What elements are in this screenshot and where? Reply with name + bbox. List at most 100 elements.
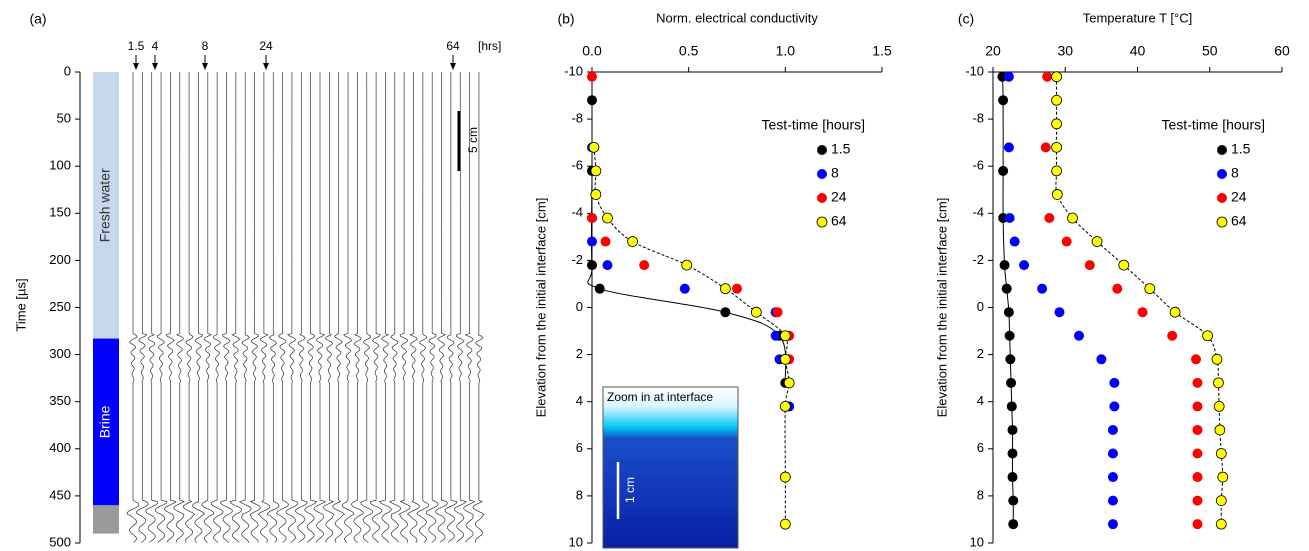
y-tick-label: 250	[49, 299, 71, 314]
y-tick-label: -4	[972, 205, 984, 220]
time-marker-label: 4	[152, 39, 159, 53]
data-point	[587, 95, 597, 106]
data-point	[1006, 377, 1017, 388]
trace	[398, 71, 411, 543]
data-point	[1040, 142, 1051, 153]
data-point	[1109, 377, 1120, 388]
legend-label: 64	[1231, 213, 1247, 229]
y-tick-label: 2	[576, 346, 583, 361]
data-point	[1213, 401, 1225, 412]
y-tick-label: -10	[564, 63, 583, 78]
data-point	[1202, 330, 1213, 342]
data-point	[627, 236, 638, 247]
legend-marker	[1216, 216, 1228, 228]
trace	[444, 72, 458, 543]
traces	[126, 71, 485, 543]
data-point	[1003, 71, 1014, 82]
y-tick-label: 150	[49, 205, 71, 220]
data-point	[779, 401, 791, 412]
data-point	[587, 260, 597, 271]
data-point	[1037, 283, 1048, 294]
x-tick-label: 30	[1057, 43, 1073, 59]
data-point	[732, 283, 742, 294]
data-point	[590, 165, 602, 177]
data-point	[1137, 307, 1148, 318]
trace	[369, 72, 383, 543]
trace	[285, 71, 299, 543]
y-tick-label: 300	[49, 346, 71, 361]
data-point	[1191, 354, 1202, 365]
data-point	[1004, 213, 1015, 224]
legend-label: 24	[831, 189, 847, 205]
y-tick-label: -8	[972, 111, 984, 126]
data-point	[1107, 519, 1118, 530]
data-point	[1192, 519, 1203, 530]
trace	[332, 72, 346, 543]
y-tick-label: -8	[571, 111, 583, 126]
data-point	[1214, 424, 1226, 436]
trace	[313, 72, 327, 543]
data-point	[1107, 448, 1118, 459]
trace	[360, 71, 374, 543]
trace	[350, 72, 364, 543]
medium-band	[93, 338, 119, 506]
trace	[210, 71, 224, 543]
data-point	[772, 307, 783, 318]
trace	[472, 71, 485, 543]
data-point	[1019, 260, 1030, 271]
data-point	[1215, 448, 1227, 459]
data-point	[1008, 495, 1019, 506]
trace	[192, 71, 205, 543]
data-point	[1042, 71, 1053, 82]
data-point	[998, 95, 1009, 106]
data-point	[1192, 377, 1203, 388]
data-point	[602, 212, 613, 224]
band-label: Brine	[97, 405, 113, 438]
data-point	[587, 236, 597, 247]
y-tick-label: 8	[977, 487, 984, 502]
medium-band	[93, 72, 119, 339]
trace	[416, 71, 430, 543]
trace	[454, 71, 467, 543]
legend-label: 8	[1231, 165, 1239, 181]
scale-bar-label: 5 cm	[466, 127, 480, 153]
legend-marker	[1217, 145, 1227, 155]
trace	[266, 71, 280, 543]
data-point	[588, 141, 600, 153]
data-point	[1107, 472, 1118, 483]
x-tick-label: 0.5	[679, 43, 699, 59]
inset-scale-label: 1 cm	[623, 477, 637, 503]
arrow-head	[202, 63, 208, 70]
data-point	[770, 330, 781, 341]
data-point	[1051, 94, 1062, 106]
y-tick-label: -2	[571, 252, 583, 267]
y-tick-label: -6	[972, 158, 984, 173]
fit-curve	[587, 100, 787, 383]
data-point	[1067, 212, 1078, 224]
trace	[323, 71, 335, 543]
data-point	[720, 307, 731, 318]
trace	[295, 72, 308, 543]
trace	[304, 71, 318, 543]
data-point	[639, 260, 650, 271]
data-point	[1091, 236, 1103, 247]
data-point	[1192, 495, 1203, 506]
data-point	[600, 236, 611, 247]
y-tick-label: 0	[576, 299, 583, 314]
legend-marker	[816, 216, 828, 228]
trace	[238, 72, 252, 543]
data-point	[587, 71, 597, 82]
arrow-head	[152, 63, 158, 70]
y-tick-label: -4	[571, 205, 583, 220]
data-point	[1118, 259, 1130, 271]
data-point	[779, 330, 791, 342]
y-tick-label: 8	[576, 487, 583, 502]
data-point	[1061, 236, 1072, 247]
data-point	[679, 283, 690, 294]
y-tick-label: -2	[972, 252, 984, 267]
y-tick-label: 6	[977, 440, 984, 455]
data-point	[1109, 401, 1120, 412]
y-tick-label: 0	[64, 63, 71, 78]
trace	[388, 72, 402, 543]
time-unit: [hrs]	[478, 39, 501, 53]
